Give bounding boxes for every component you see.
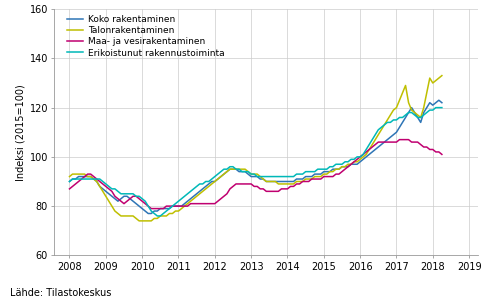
Talonrakentaminen: [136, 219, 142, 223]
Talonrakentaminen: [439, 74, 445, 78]
Erikoistunut rakennustoiminta: [70, 177, 75, 181]
Erikoistunut rakennustoiminta: [433, 106, 439, 109]
Erikoistunut rakennustoiminta: [136, 195, 142, 198]
Koko rakentaminen: [91, 177, 97, 181]
Line: Koko rakentaminen: Koko rakentaminen: [70, 100, 442, 213]
Maa- ja vesirakentaminen: [70, 185, 75, 188]
Y-axis label: Indeksi (2015=100): Indeksi (2015=100): [15, 84, 25, 181]
Koko rakentaminen: [233, 167, 239, 171]
Line: Maa- ja vesirakentaminen: Maa- ja vesirakentaminen: [70, 140, 442, 209]
Maa- ja vesirakentaminen: [439, 153, 445, 156]
Talonrakentaminen: [67, 175, 72, 178]
Erikoistunut rakennustoiminta: [91, 177, 97, 181]
Talonrakentaminen: [139, 219, 145, 223]
Talonrakentaminen: [284, 182, 290, 186]
Maa- ja vesirakentaminen: [91, 175, 97, 178]
Koko rakentaminen: [436, 98, 442, 102]
Koko rakentaminen: [178, 204, 184, 208]
Koko rakentaminen: [439, 101, 445, 105]
Koko rakentaminen: [67, 180, 72, 183]
Koko rakentaminen: [145, 212, 151, 215]
Talonrakentaminen: [233, 167, 239, 171]
Maa- ja vesirakentaminen: [233, 182, 239, 186]
Line: Erikoistunut rakennustoiminta: Erikoistunut rakennustoiminta: [70, 108, 442, 216]
Maa- ja vesirakentaminen: [178, 204, 184, 208]
Talonrakentaminen: [70, 172, 75, 176]
Line: Talonrakentaminen: Talonrakentaminen: [70, 76, 442, 221]
Maa- ja vesirakentaminen: [136, 197, 142, 201]
Koko rakentaminen: [284, 180, 290, 183]
Talonrakentaminen: [178, 207, 184, 210]
Erikoistunut rakennustoiminta: [284, 175, 290, 178]
Maa- ja vesirakentaminen: [284, 187, 290, 191]
Maa- ja vesirakentaminen: [396, 138, 402, 141]
Maa- ja vesirakentaminen: [148, 207, 154, 210]
Koko rakentaminen: [70, 177, 75, 181]
Erikoistunut rakennustoiminta: [154, 214, 160, 218]
Koko rakentaminen: [136, 204, 142, 208]
Erikoistunut rakennustoiminta: [439, 106, 445, 109]
Maa- ja vesirakentaminen: [67, 187, 72, 191]
Legend: Koko rakentaminen, Talonrakentaminen, Maa- ja vesirakentaminen, Erikoistunut rak: Koko rakentaminen, Talonrakentaminen, Ma…: [67, 15, 225, 58]
Erikoistunut rakennustoiminta: [178, 197, 184, 201]
Text: Lähde: Tilastokeskus: Lähde: Tilastokeskus: [10, 288, 111, 298]
Talonrakentaminen: [91, 177, 97, 181]
Erikoistunut rakennustoiminta: [233, 167, 239, 171]
Erikoistunut rakennustoiminta: [67, 180, 72, 183]
